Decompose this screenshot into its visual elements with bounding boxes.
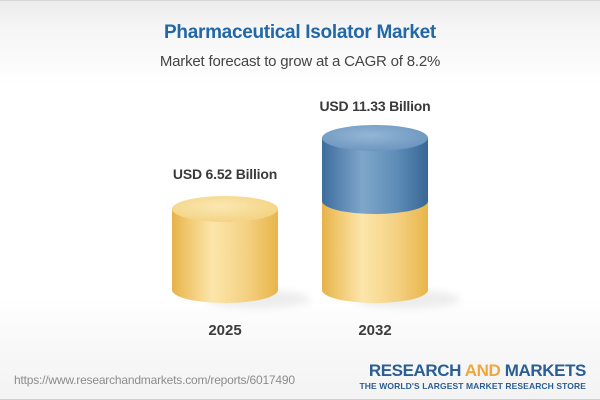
logo-wordmark: RESEARCH AND MARKETS — [360, 362, 587, 379]
cylinder-2032-base-segment — [322, 201, 428, 303]
page-subtitle: Market forecast to grow at a CAGR of 8.2… — [159, 53, 441, 70]
report-url: https://www.researchandmarkets.com/repor… — [14, 373, 295, 387]
logo-word-research: RESEARCH — [368, 361, 462, 380]
cylinder-2032-growth-segment — [322, 138, 428, 214]
cylinder-2032 — [322, 125, 428, 303]
value-label-2025: USD 6.52 Billion — [172, 166, 278, 182]
cylinder-2025 — [172, 196, 278, 303]
axis-label-2032: 2032 — [358, 322, 392, 339]
logo-tagline: THE WORLD'S LARGEST MARKET RESEARCH STOR… — [359, 381, 586, 391]
value-label-2032: USD 11.33 Billion — [319, 98, 431, 114]
axis-label-2025: 2025 — [208, 322, 242, 339]
page-title: Pharmaceutical Isolator Market — [164, 22, 436, 43]
logo-word-markets: MARKETS — [504, 361, 587, 380]
research-and-markets-logo: RESEARCH AND MARKETS THE WORLD'S LARGEST… — [360, 362, 587, 391]
logo-word-and: AND — [464, 361, 501, 380]
